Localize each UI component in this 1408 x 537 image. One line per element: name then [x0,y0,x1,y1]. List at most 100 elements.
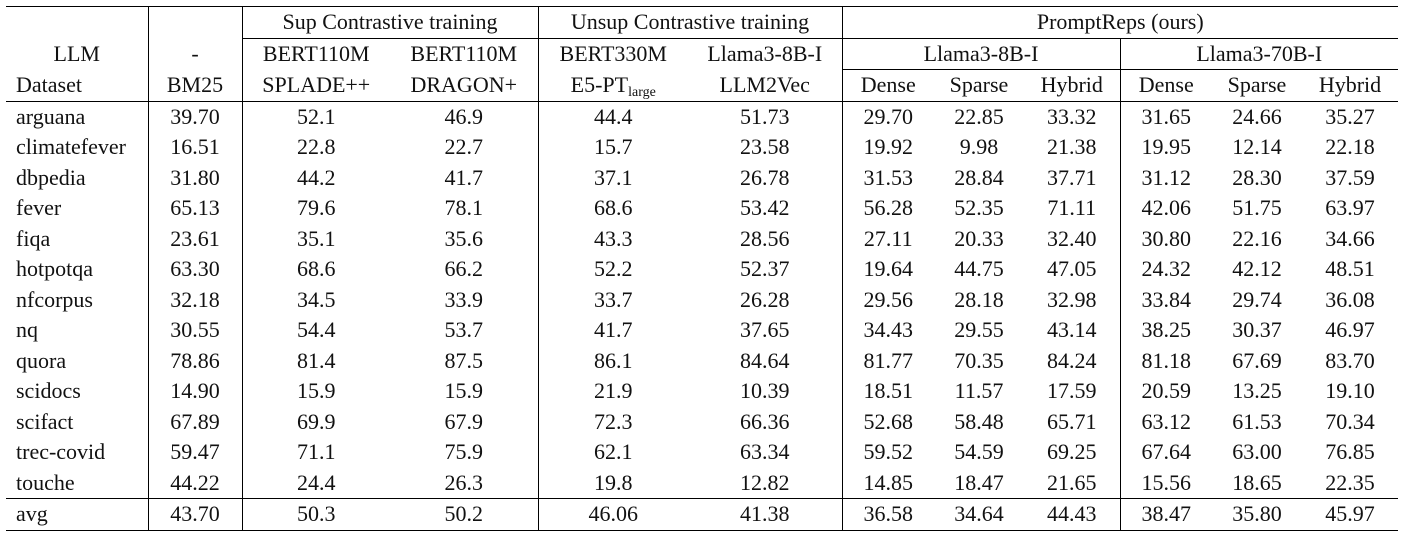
score-cell: 44.2 [241,162,390,193]
score-cell: 84.64 [740,347,790,373]
score-cell: 17.59 [1047,378,1097,404]
score-cell: 31.53 [841,162,934,193]
score-cell: 35.6 [444,225,484,251]
score-cell: 37.1 [537,162,688,193]
score-cell: 37.71 [1047,164,1097,190]
score-cell: 59.52 [841,437,934,468]
score-cell: 22.85 [954,103,1004,129]
score-cell: 28.56 [740,225,790,251]
method-hybrid-70b: Hybrid [1302,69,1398,102]
table-row: hotpotqa 63.30 68.6 66.2 52.2 52.37 19.64 44.75… [6,254,1398,285]
score-cell: 22.8 [241,132,390,163]
score-cell: 36.08 [1325,286,1375,312]
score-cell: 63.30 [147,254,242,285]
table-row: scidocs 14.90 15.9 15.9 21.9 10.39 18.51 11.57 1… [6,376,1398,407]
method-dense-8b: Dense [841,69,934,102]
score-cell: 46.9 [444,103,484,129]
score-cell: 14.85 [841,467,934,499]
dataset-name: fiqa [16,225,51,251]
dataset-name: trec-covid [16,439,106,465]
table-row: fiqa 23.61 35.1 35.6 43.3 28.56 27.11 20.33 32.4… [6,223,1398,254]
avg-cell: 45.97 [1302,498,1398,531]
score-cell: 12.82 [740,469,790,495]
score-cell: 23.61 [147,223,242,254]
score-cell: 21.9 [537,376,688,407]
method-e5-text: E5-PT [570,72,629,97]
score-cell: 63.00 [1232,439,1282,465]
score-cell: 35.27 [1325,103,1375,129]
score-cell: 34.43 [841,315,934,346]
llm-label: LLM [53,40,100,66]
avg-cell: 46.06 [537,498,688,531]
score-cell: 16.51 [147,132,242,163]
llm-dragon: BERT110M [410,41,518,66]
table-row: climatefever 16.51 22.8 22.7 15.7 23.58 19.92 9… [6,132,1398,163]
group-header-sup: Sup Contrastive training [241,6,538,39]
score-cell: 28.18 [954,286,1004,312]
dataset-name: scidocs [16,378,81,404]
avg-cell: 34.64 [934,498,1024,531]
score-cell: 29.56 [841,284,934,315]
score-cell: 32.40 [1047,225,1097,251]
dataset-name: fever [16,195,62,221]
score-cell: 18.51 [841,376,934,407]
score-cell: 48.51 [1325,256,1375,282]
score-cell: 86.1 [537,345,688,376]
method-llm2vec: LLM2Vec [688,69,842,102]
dataset-name: climatefever [16,134,126,160]
score-cell: 29.55 [954,317,1004,343]
score-cell: 67.64 [1119,437,1212,468]
table-row: arguana 39.70 52.1 46.9 44.4 51.73 29.70 22.85 3… [6,101,1398,132]
score-cell: 52.68 [841,406,934,437]
score-cell: 38.25 [1119,315,1212,346]
score-cell: 19.64 [841,254,934,285]
header-method-row: Dataset BM25 SPLADE++ DRAGON+ E5-PTlarge… [6,69,1398,102]
score-cell: 30.80 [1119,223,1212,254]
score-cell: 33.32 [1047,103,1097,129]
dataset-name: quora [16,347,67,373]
score-cell: 54.4 [241,315,390,346]
score-cell: 87.5 [444,347,484,373]
score-cell: 26.78 [740,164,790,190]
score-cell: 54.59 [954,439,1004,465]
avg-label: avg [6,498,148,531]
score-cell: 63.12 [1119,406,1212,437]
avg-cell: 36.58 [841,498,934,531]
score-cell: 37.59 [1325,164,1375,190]
group-header-promptreps: PromptReps (ours) [841,6,1398,39]
table-row: touche 44.22 24.4 26.3 19.8 12.82 14.85 18.47 21… [6,467,1398,499]
score-cell: 33.9 [444,286,484,312]
score-cell: 83.70 [1325,347,1375,373]
llm-splade: BERT110M [241,38,390,70]
score-cell: 71.1 [241,437,390,468]
score-cell: 35.1 [241,223,390,254]
score-cell: 11.57 [954,378,1004,404]
table-row: nfcorpus 32.18 34.5 33.9 33.7 26.28 29.56 28.18… [6,284,1398,315]
score-cell: 81.77 [841,345,934,376]
score-cell: 15.9 [241,376,390,407]
score-cell: 75.9 [444,439,484,465]
score-cell: 24.32 [1119,254,1212,285]
score-cell: 51.75 [1232,195,1282,221]
score-cell: 67.9 [444,408,484,434]
score-cell: 23.58 [740,134,790,160]
score-cell: 31.65 [1119,101,1212,132]
score-cell: 41.7 [537,315,688,346]
score-cell: 69.25 [1047,439,1097,465]
score-cell: 62.1 [537,437,688,468]
method-hybrid-8b: Hybrid [1024,69,1120,102]
score-cell: 66.2 [444,256,484,282]
table-row: dbpedia 31.80 44.2 41.7 37.1 26.78 31.53 28.84 3… [6,162,1398,193]
score-cell: 58.48 [954,408,1004,434]
score-cell: 42.06 [1119,193,1212,224]
score-cell: 26.3 [444,469,484,495]
score-cell: 65.13 [147,193,242,224]
score-cell: 24.66 [1232,103,1282,129]
score-cell: 19.95 [1119,132,1212,163]
score-cell: 41.7 [444,164,484,190]
header-llm-row: LLM - BERT110M BERT110M BERT330M Llama3-… [6,38,1398,70]
score-cell: 29.74 [1232,286,1282,312]
score-cell: 52.1 [241,101,390,132]
score-cell: 81.18 [1119,345,1212,376]
score-cell: 30.55 [147,315,242,346]
